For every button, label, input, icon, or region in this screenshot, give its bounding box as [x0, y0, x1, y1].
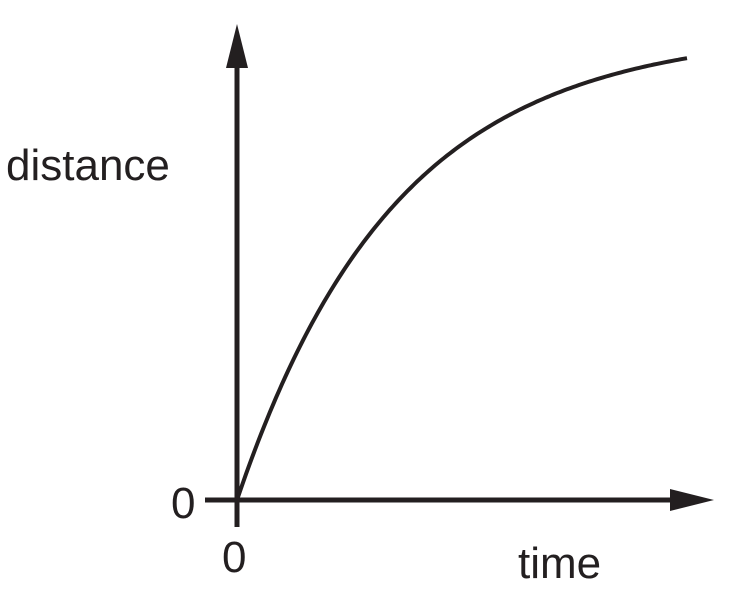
y-tick-label-0: 0: [171, 479, 195, 528]
x-axis-arrow: [670, 489, 714, 511]
x-tick-label-0: 0: [222, 533, 246, 582]
y-axis-arrow: [226, 24, 248, 68]
x-axis-label: time: [518, 539, 601, 588]
y-axis-label: distance: [6, 141, 170, 190]
distance-curve: [235, 56, 688, 501]
